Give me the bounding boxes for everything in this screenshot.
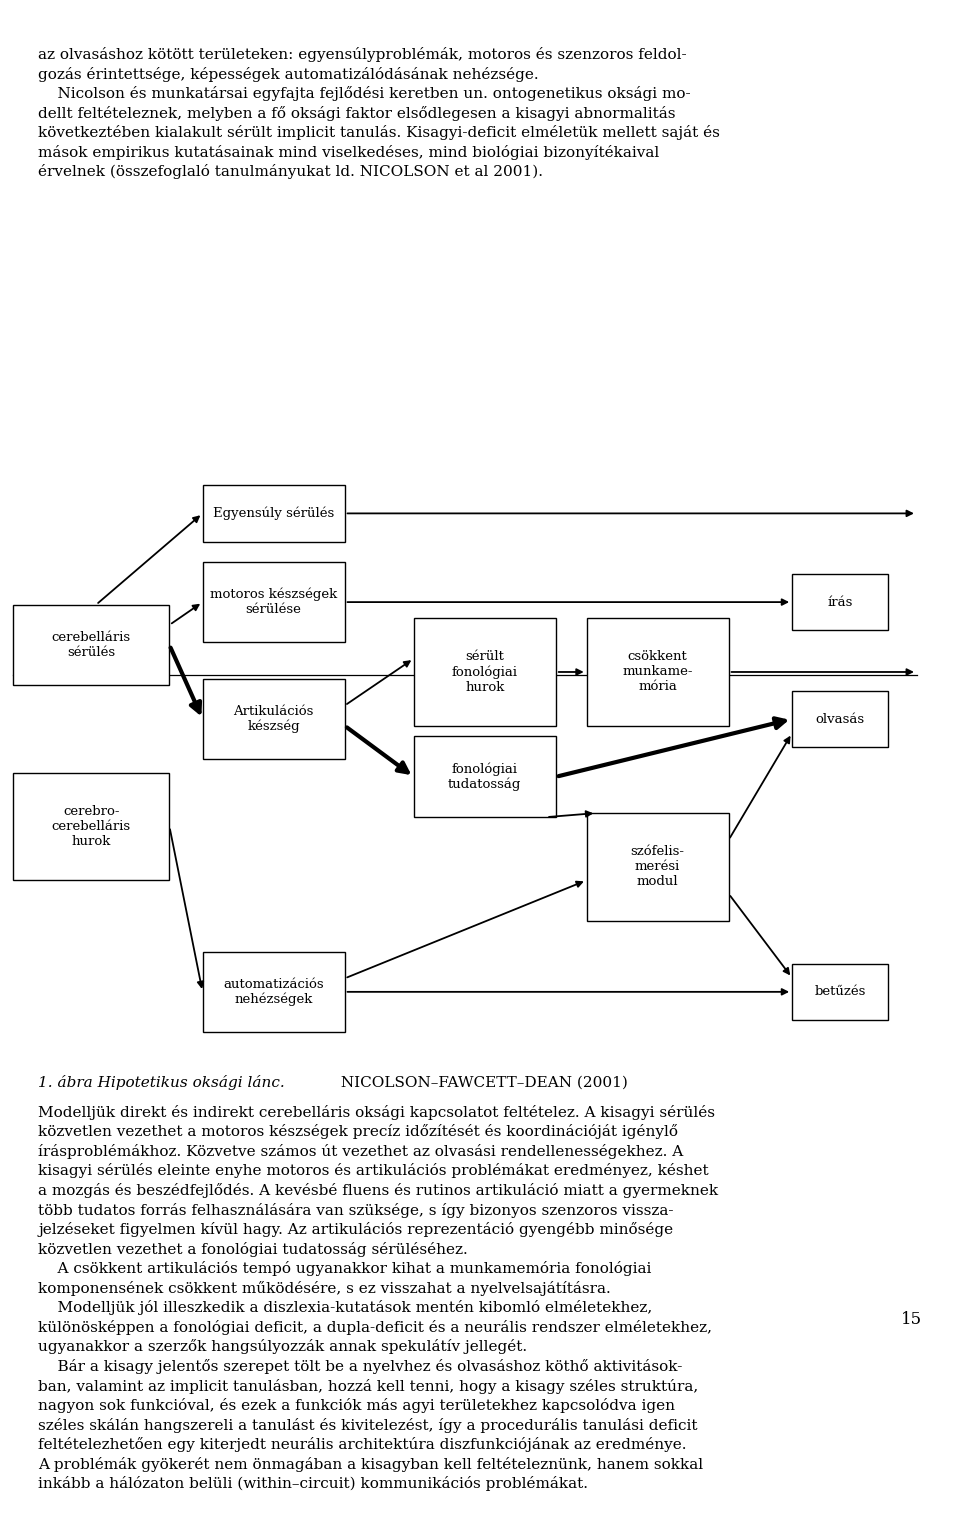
Text: betűzés: betűzés — [814, 985, 866, 998]
Text: cerebro-
cerebelláris
hurok: cerebro- cerebelláris hurok — [52, 805, 131, 848]
Text: cerebelláris
sérülés: cerebelláris sérülés — [52, 632, 131, 659]
Text: Artikulációs
készség: Artikulációs készség — [233, 705, 314, 734]
Text: automatizációs
nehézségek: automatizációs nehézségek — [224, 977, 324, 1006]
Text: 15: 15 — [900, 1310, 922, 1327]
Text: 1. ábra Hipotetikus oksági lánc.: 1. ábra Hipotetikus oksági lánc. — [38, 1075, 285, 1090]
Text: NICOLSON–FAWCETT–DEAN (2001): NICOLSON–FAWCETT–DEAN (2001) — [336, 1075, 628, 1090]
FancyBboxPatch shape — [587, 618, 729, 726]
Text: csökkent
munkame-
mória: csökkent munkame- mória — [622, 650, 693, 694]
Text: Egyensúly sérülés: Egyensúly sérülés — [213, 507, 334, 521]
FancyBboxPatch shape — [13, 773, 169, 880]
Text: Modelljük direkt és indirekt cerebelláris oksági kapcsolatot feltételez. A kisag: Modelljük direkt és indirekt cerebellári… — [38, 1105, 718, 1492]
FancyBboxPatch shape — [792, 691, 888, 747]
Text: motoros készségek
sérülése: motoros készségek sérülése — [210, 587, 337, 616]
Text: írás: írás — [828, 595, 852, 609]
Text: olvasás: olvasás — [815, 712, 865, 726]
FancyBboxPatch shape — [587, 813, 729, 921]
FancyBboxPatch shape — [414, 737, 556, 817]
FancyBboxPatch shape — [13, 604, 169, 685]
Text: sérült
fonológiai
hurok: sérült fonológiai hurok — [452, 650, 517, 694]
FancyBboxPatch shape — [414, 618, 556, 726]
Text: fonológiai
tudatosság: fonológiai tudatosság — [448, 763, 521, 791]
FancyBboxPatch shape — [203, 679, 345, 759]
FancyBboxPatch shape — [203, 486, 345, 542]
FancyBboxPatch shape — [203, 562, 345, 642]
Text: szófelis-
merési
modul: szófelis- merési modul — [631, 845, 684, 889]
FancyBboxPatch shape — [792, 574, 888, 630]
Text: az olvasáshoz kötött területeken: egyensúlyproblémák, motoros és szenzoros feldo: az olvasáshoz kötött területeken: egyens… — [38, 47, 720, 180]
FancyBboxPatch shape — [203, 951, 345, 1032]
FancyBboxPatch shape — [792, 963, 888, 1020]
